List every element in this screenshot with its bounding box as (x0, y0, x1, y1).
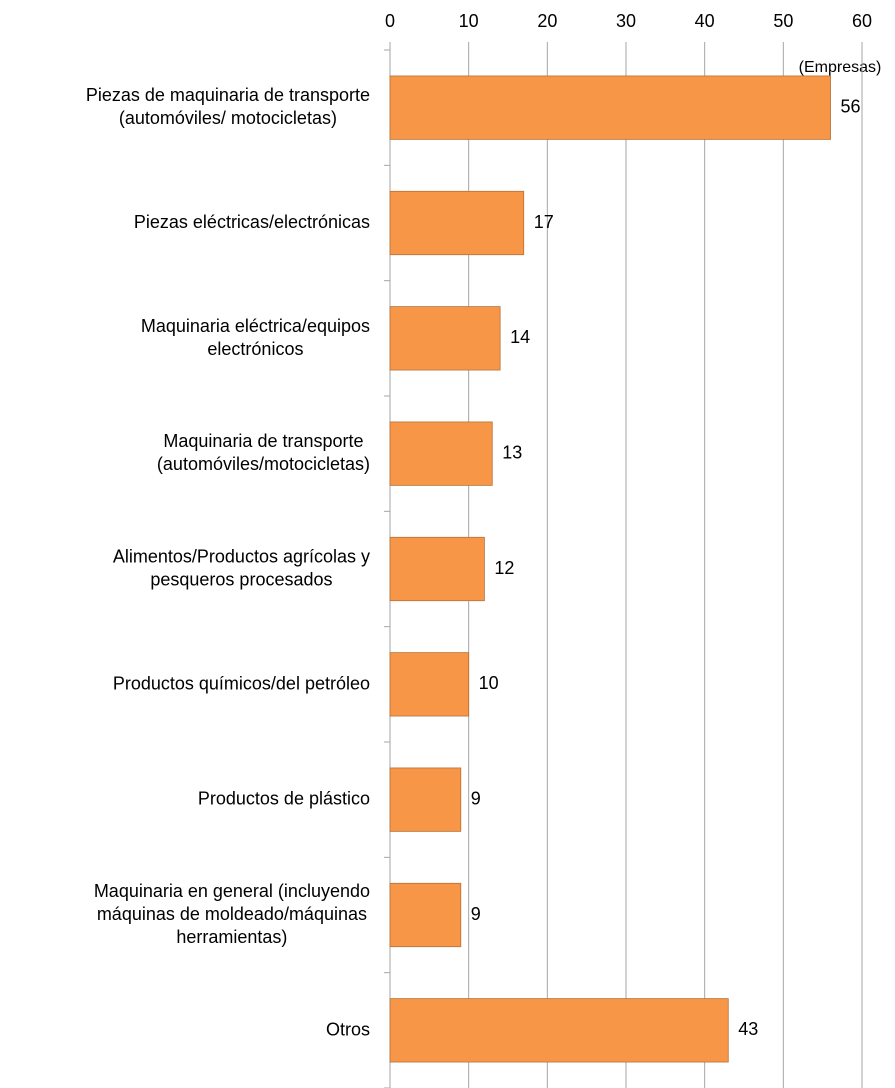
value-label: 43 (738, 1019, 758, 1039)
y-tick-label: Maquinaria de transporte (automóviles/mot… (157, 431, 370, 474)
value-label: 10 (479, 673, 499, 693)
x-tick-label: 0 (385, 11, 395, 31)
value-label: 9 (471, 788, 481, 808)
bar (389, 421, 493, 486)
x-tick-label: 10 (459, 11, 479, 31)
bar (389, 767, 462, 832)
x-tick-label: 20 (537, 11, 557, 31)
bar (389, 536, 485, 602)
y-tick-label: Productos químicos/del petróleo (113, 673, 370, 693)
y-tick-label: Alimentos/Productos agrícolas y pesqueros… (113, 546, 370, 589)
axis-label: (Empresas) (799, 59, 882, 76)
value-label: 12 (494, 558, 514, 578)
bar (389, 652, 470, 717)
value-label: 56 (841, 96, 861, 116)
bar (389, 882, 462, 948)
y-tick-label: Productos de plástico (198, 788, 370, 808)
x-tick-label: 30 (616, 11, 636, 31)
bar (389, 306, 501, 371)
bar (389, 998, 729, 1063)
value-label: 14 (510, 327, 530, 347)
y-tick-label: Piezas de maquinaria de transporte (autom… (86, 85, 370, 128)
y-tick-label: Maquinaria eléctrica/equipos electrónicos (141, 316, 370, 359)
x-tick-label: 60 (852, 11, 872, 31)
value-label: 9 (471, 904, 481, 924)
value-label: 17 (534, 212, 554, 232)
y-tick-label: Piezas eléctricas/electrónicas (134, 212, 370, 232)
x-tick-label: 50 (773, 11, 793, 31)
value-label: 13 (502, 442, 522, 462)
y-tick-label: Otros (326, 1019, 370, 1039)
bar (389, 190, 525, 256)
y-tick-label: Maquinaria en general (incluyendo máquina… (94, 881, 370, 947)
bar (389, 75, 831, 140)
x-tick-label: 40 (695, 11, 715, 31)
